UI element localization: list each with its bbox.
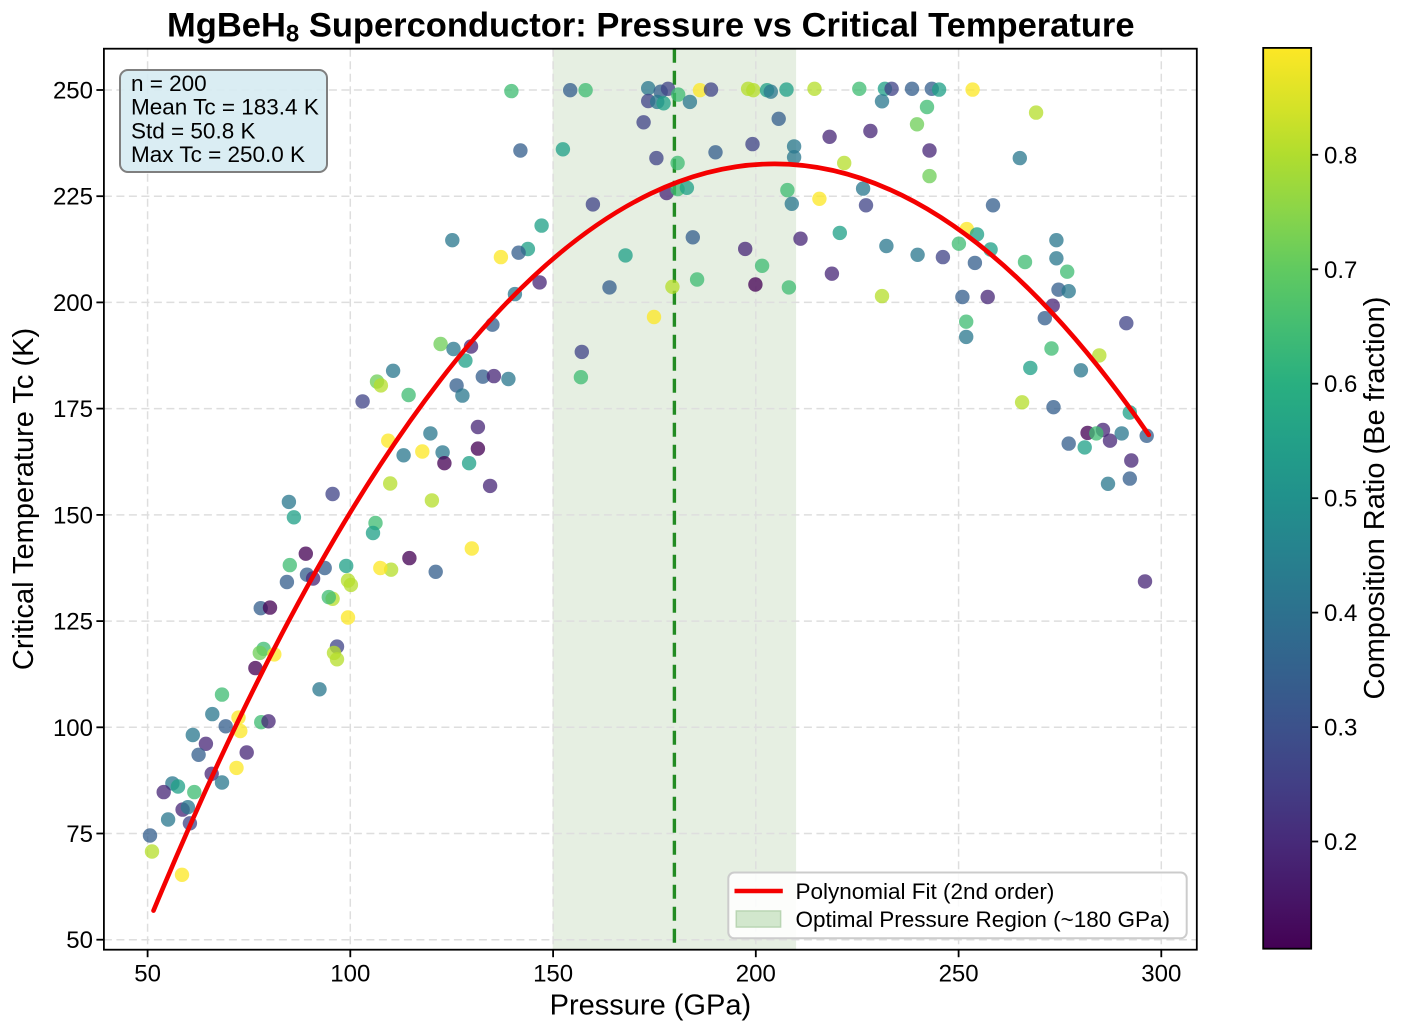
svg-text:n = 200: n = 200 xyxy=(131,71,207,96)
svg-text:Critical Temperature Tc (K): Critical Temperature Tc (K) xyxy=(8,328,40,670)
svg-text:175: 175 xyxy=(53,396,93,423)
svg-text:Pressure (GPa): Pressure (GPa) xyxy=(550,990,751,1022)
svg-text:MgBeH8 Superconductor: Pressur: MgBeH8 Superconductor: Pressure vs Criti… xyxy=(167,7,1135,48)
svg-text:250: 250 xyxy=(939,961,979,988)
svg-text:0.4: 0.4 xyxy=(1324,600,1357,627)
svg-text:0.2: 0.2 xyxy=(1324,829,1357,856)
svg-text:Std = 50.8 K: Std = 50.8 K xyxy=(131,118,255,143)
svg-text:300: 300 xyxy=(1141,961,1181,988)
svg-text:250: 250 xyxy=(53,78,93,105)
svg-text:Mean Tc = 183.4 K: Mean Tc = 183.4 K xyxy=(131,95,319,120)
svg-text:150: 150 xyxy=(533,961,573,988)
svg-text:0.5: 0.5 xyxy=(1324,486,1357,513)
svg-text:Composition Ratio (Be fraction: Composition Ratio (Be fraction) xyxy=(1359,297,1391,700)
svg-text:125: 125 xyxy=(53,609,93,636)
svg-text:0.7: 0.7 xyxy=(1324,257,1357,284)
svg-text:100: 100 xyxy=(53,715,93,742)
svg-text:Polynomial Fit (2nd order): Polynomial Fit (2nd order) xyxy=(796,879,1055,904)
svg-text:Optimal Pressure Region (~180: Optimal Pressure Region (~180 GPa) xyxy=(796,907,1171,932)
svg-text:150: 150 xyxy=(53,502,93,529)
svg-text:0.6: 0.6 xyxy=(1324,371,1357,398)
svg-text:0.8: 0.8 xyxy=(1324,142,1357,169)
svg-text:0.3: 0.3 xyxy=(1324,715,1357,742)
svg-text:Max Tc = 250.0 K: Max Tc = 250.0 K xyxy=(131,142,305,167)
svg-text:75: 75 xyxy=(66,821,93,848)
svg-text:100: 100 xyxy=(330,961,370,988)
svg-text:200: 200 xyxy=(736,961,776,988)
svg-text:200: 200 xyxy=(53,290,93,317)
svg-text:50: 50 xyxy=(134,961,161,988)
svg-text:225: 225 xyxy=(53,184,93,211)
svg-text:50: 50 xyxy=(66,927,93,954)
